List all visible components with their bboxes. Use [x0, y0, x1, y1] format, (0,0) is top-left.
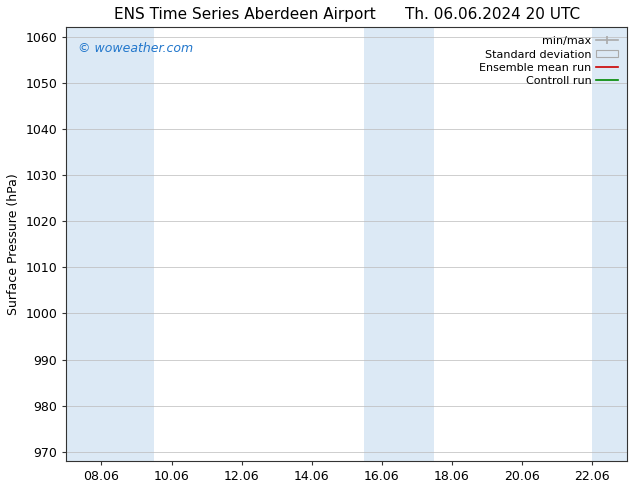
- Legend: min/max, Standard deviation, Ensemble mean run, Controll run: min/max, Standard deviation, Ensemble me…: [476, 33, 621, 90]
- Bar: [365, 27, 434, 461]
- Text: © woweather.com: © woweather.com: [77, 43, 193, 55]
- Bar: [67, 27, 154, 461]
- Y-axis label: Surface Pressure (hPa): Surface Pressure (hPa): [7, 173, 20, 315]
- Title: ENS Time Series Aberdeen Airport      Th. 06.06.2024 20 UTC: ENS Time Series Aberdeen Airport Th. 06.…: [113, 7, 579, 22]
- Bar: [592, 27, 627, 461]
